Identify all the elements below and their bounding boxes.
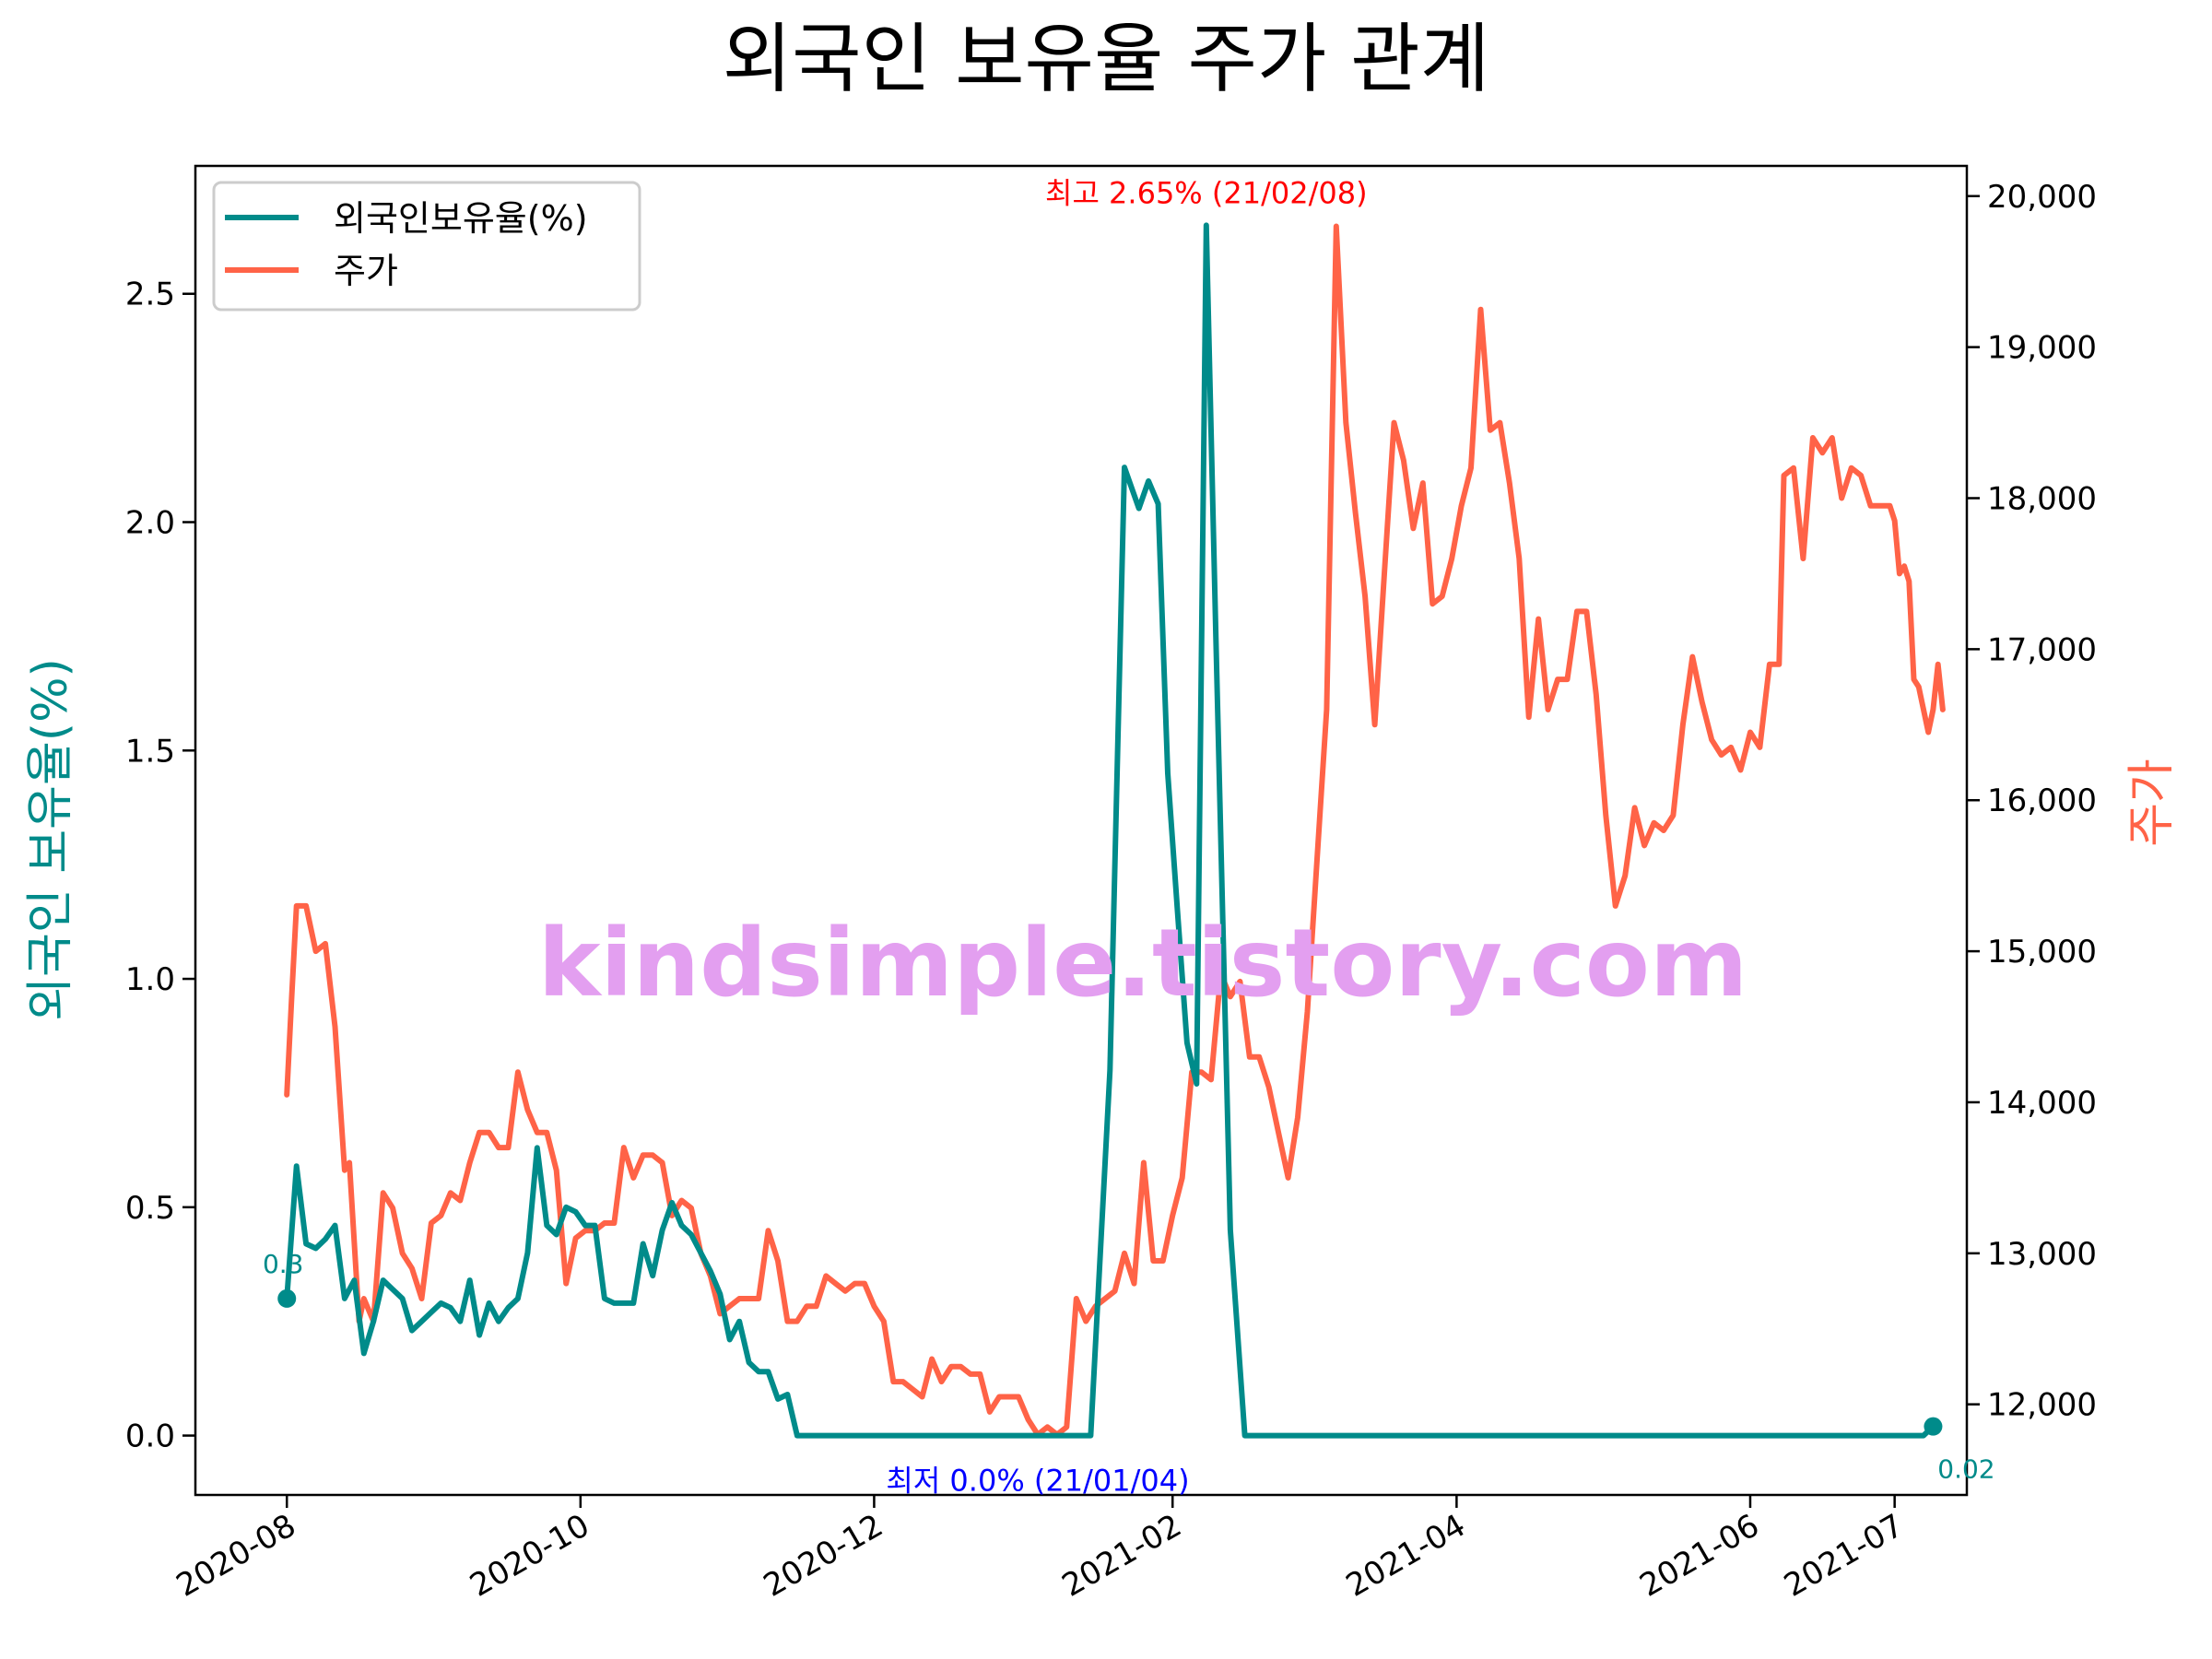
y-axis-label-left: 외국인 보유율(%) [23,658,78,1021]
y-right-tick-label: 16,000 [1987,782,2097,819]
y-right-tick-label: 20,000 [1987,179,2097,216]
watermark: kindsimple.tistory.com [538,909,1748,1018]
endpoint-label: 0.02 [1937,1454,1994,1485]
legend: 외국인보유율(%) 주가 [212,181,641,312]
legend-label-price: 주가 [334,251,398,291]
endpoint-marker [277,1288,297,1308]
endpoint-marker [1924,1417,1943,1436]
x-tick-label: 2021-07 [1778,1507,1910,1605]
max-annotation: 최고 2.65% (21/02/08) [1045,175,1368,210]
y-left-tick-label: 2.5 [125,276,175,313]
y-right-tick-label: 14,000 [1987,1085,2097,1122]
chart-title: 외국인 보유율 주가 관계 [723,16,1490,103]
x-tick-label: 2021-06 [1633,1507,1765,1605]
series-line-price [284,223,1946,1438]
y-axis-label-right: 주가 [2124,759,2180,847]
series-line-ratio [284,222,1936,1439]
y-right-tick-label: 13,000 [1987,1236,2097,1273]
y-right-tick-label: 12,000 [1987,1387,2097,1424]
x-tick-label: 2021-02 [1056,1507,1188,1605]
y-right-tick-label: 18,000 [1987,481,2097,518]
legend-box [212,181,641,312]
y-left-tick-label: 1.0 [125,961,175,998]
y-left-tick-label: 0.5 [125,1190,175,1227]
y-left-tick-label: 2.0 [125,505,175,542]
x-tick-label: 2020-12 [758,1507,889,1605]
y-right-tick-label: 15,000 [1987,934,2097,971]
min-annotation: 최저 0.0% (21/01/04) [886,1464,1189,1499]
legend-label-ratio: 외국인보유율(%) [334,198,588,239]
x-tick-label: 2020-10 [464,1507,595,1605]
y-right-tick-label: 17,000 [1987,631,2097,668]
y-left-tick-label: 0.0 [125,1418,175,1455]
y-left-tick-label: 1.5 [125,733,175,770]
endpoint-label: 0.3 [263,1249,304,1279]
y-right-tick-label: 19,000 [1987,330,2097,367]
x-tick-label: 2021-04 [1340,1507,1472,1605]
x-tick-label: 2020-08 [171,1507,302,1605]
plot-area [194,164,1969,1497]
